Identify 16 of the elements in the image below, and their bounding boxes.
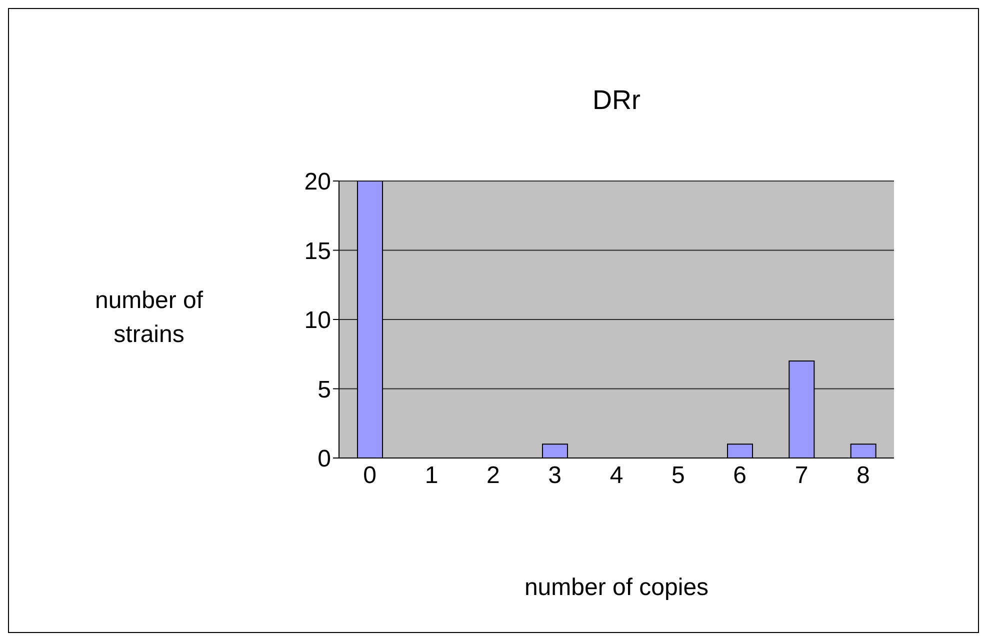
y-tick-label: 10 [304, 307, 331, 334]
y-tick-label: 15 [304, 238, 331, 265]
x-tick-label: 4 [610, 462, 624, 490]
y-axis-title: number of strains [94, 286, 204, 350]
x-tick-label: 6 [733, 462, 747, 490]
x-axis-title: number of copies [523, 574, 710, 602]
x-tick-label: 1 [424, 462, 438, 490]
y-tick-label: 5 [318, 376, 331, 404]
x-tick-label: 8 [856, 462, 870, 490]
x-tick-label: 0 [363, 462, 377, 490]
chart-title: DRr [592, 85, 642, 116]
y-tick-label: 20 [304, 168, 331, 196]
x-tick-label: 3 [548, 462, 562, 490]
x-tick-label: 2 [486, 462, 500, 490]
x-tick-label: 7 [794, 462, 808, 490]
x-tick-label: 5 [671, 462, 685, 490]
